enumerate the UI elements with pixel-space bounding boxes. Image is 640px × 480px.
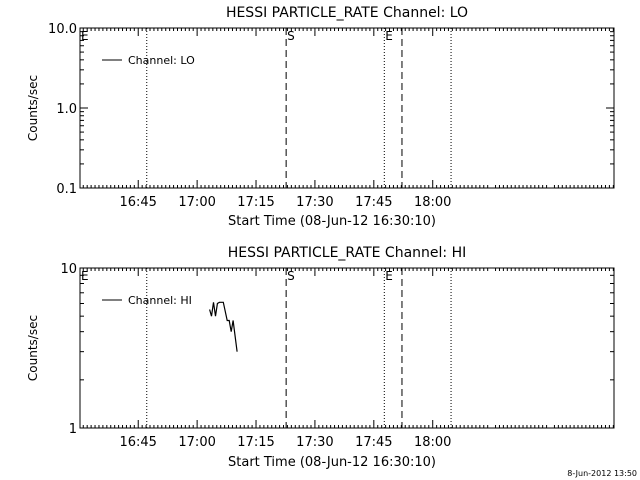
y-tick-label: 1: [69, 422, 77, 437]
plot-frame: [79, 27, 615, 189]
event-marker-label: E: [385, 29, 393, 43]
chart-lo-channel: HESSI PARTICLE_RATE Channel: LO 0.1 1.0 10.…: [26, 5, 615, 229]
event-marker-label: S: [287, 269, 295, 283]
y-tick-label: 1.0: [56, 102, 77, 117]
x-axis-label: Start Time (08-Jun-12 16:30:10): [228, 214, 436, 229]
event-marker-label: E: [385, 269, 393, 283]
legend-label: Channel: HI: [128, 294, 192, 307]
x-tick-label: 17:30: [296, 435, 333, 450]
x-tick-label: 16:45: [119, 435, 156, 450]
plot-frame: [79, 267, 615, 429]
x-axis-label: Start Time (08-Jun-12 16:30:10): [228, 455, 436, 470]
chart-title: HESSI PARTICLE_RATE Channel: HI: [228, 245, 466, 261]
y-tick-label: 0.1: [56, 182, 77, 197]
chart-title: HESSI PARTICLE_RATE Channel: LO: [226, 5, 468, 21]
footer-date: 8-Jun-2012 13:50: [567, 469, 637, 478]
x-tick-label: 17:45: [355, 435, 392, 450]
x-tick-label: 18:00: [414, 195, 451, 210]
y-axis-label: Counts/sec: [26, 75, 40, 141]
x-tick-label: 17:00: [178, 435, 215, 450]
legend-label: Channel: LO: [128, 54, 195, 67]
event-marker-label: E: [81, 269, 89, 283]
y-axis-label: Counts/sec: [26, 315, 40, 381]
x-tick-label: 17:30: [296, 195, 333, 210]
y-tick-label: 10.0: [48, 22, 77, 37]
x-tick-label: 18:00: [414, 435, 451, 450]
y-tick-label: 10: [60, 262, 77, 277]
event-marker-label: S: [287, 29, 295, 43]
x-tick-label: 17:00: [178, 195, 215, 210]
chart-hi-channel: HESSI PARTICLE_RATE Channel: HI 1 10 Counts…: [26, 245, 615, 470]
data-series-line: [209, 301, 238, 352]
x-tick-label: 17:15: [237, 435, 274, 450]
x-tick-label: 16:45: [119, 195, 156, 210]
event-marker-label: E: [81, 29, 89, 43]
x-tick-label: 17:15: [237, 195, 274, 210]
x-tick-label: 17:45: [355, 195, 392, 210]
